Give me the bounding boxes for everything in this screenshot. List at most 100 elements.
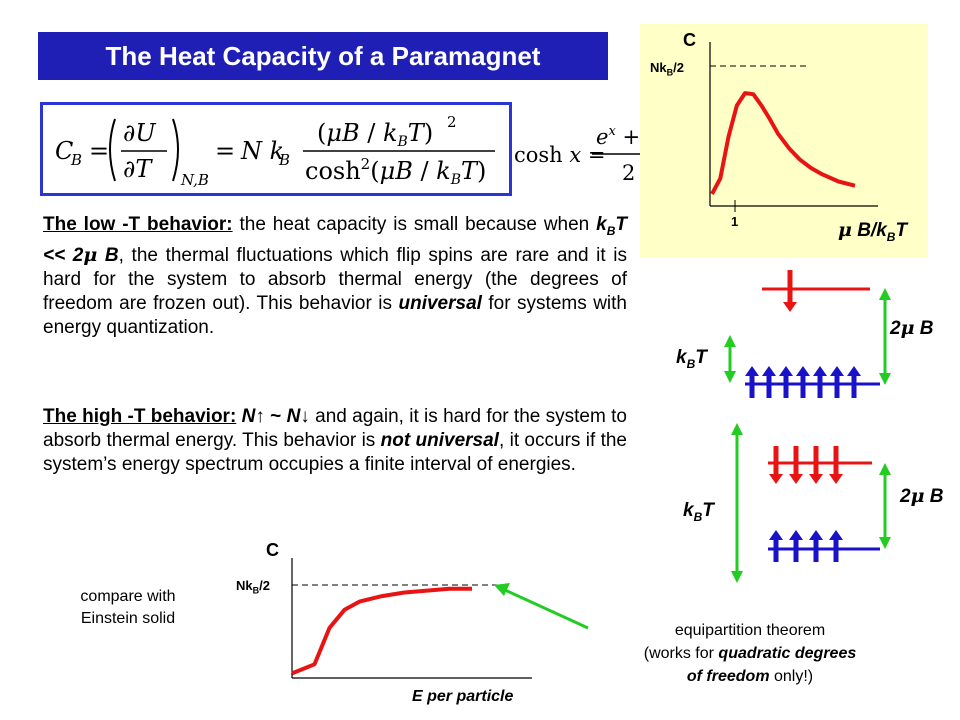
- high-t-emph: not universal: [380, 430, 499, 451]
- high-t-paragraph: The high -T behavior: N↑ ~ N↓ and again,…: [43, 405, 627, 477]
- gap-bottom-mu: μ: [910, 485, 925, 507]
- gap-arrow-top: [879, 288, 891, 385]
- compare-line-2: Einstein solid: [80, 610, 176, 627]
- top-chart-y-label: C: [683, 30, 696, 50]
- top-level-nk: Nk: [650, 60, 667, 75]
- spin-down-arrow: [789, 446, 803, 484]
- svg-text:N k: N k: [240, 137, 284, 165]
- spin-up-arrow: [830, 366, 844, 398]
- kbt-top-t: T: [695, 347, 707, 368]
- gap-top-b: B: [914, 318, 934, 339]
- gap-arrow-bottom: [879, 463, 891, 549]
- low-t-text-1: the heat capacity is small because when: [232, 214, 597, 235]
- bottom-chart-curve: [291, 586, 472, 676]
- top-chart-tick-label: 1: [731, 214, 739, 229]
- svg-text:(μB / kBT): (μB / kBT): [317, 119, 433, 150]
- bottom-level-sub: B: [252, 585, 260, 596]
- spin-up-arrow: [796, 366, 810, 398]
- top-x-mu: μ: [838, 219, 852, 241]
- spin-up-arrow: [769, 530, 783, 562]
- gap-label-bottom: 2μ B: [900, 485, 944, 508]
- spin-up-arrow: [809, 530, 823, 562]
- kbt-bottom-t: T: [702, 500, 714, 521]
- kbt-label-top: kBT: [676, 347, 707, 371]
- heat-capacity-formula: C B = ∂U ∂T N,B = N k B (μB / kBT) 2 cos…: [40, 102, 512, 196]
- low-t-paragraph: The low -T behavior: the heat capacity i…: [43, 213, 627, 340]
- spin-up-arrow: [779, 366, 793, 398]
- top-chart: [709, 42, 878, 212]
- gap-top-num: 2: [890, 318, 901, 339]
- bottom-level-nk: Nk: [236, 578, 253, 593]
- svg-text:cosh x =: cosh x =: [514, 143, 606, 167]
- svg-text:2: 2: [447, 113, 457, 131]
- energy-level-diagram: [724, 270, 891, 583]
- svg-text:N,B: N,B: [180, 171, 209, 189]
- equip-line-3a: of freedom: [686, 668, 770, 685]
- compare-note: compare with Einstein solid: [58, 586, 198, 630]
- spin-up-arrow: [847, 366, 861, 398]
- n-down: N↓: [286, 406, 310, 427]
- svg-text:2: 2: [622, 161, 635, 185]
- high-t-text-2: , it occurs if the system’s energy spect…: [43, 430, 627, 475]
- low-t-text-3: for systems with energy quantization.: [43, 292, 627, 338]
- kbt-label-bottom: kBT: [683, 500, 714, 524]
- spin-down-arrow: [829, 446, 843, 484]
- svg-text:cosh2(μB / kBT): cosh2(μB / kBT): [305, 155, 486, 188]
- top-chart-x-label: μ B/kBT: [838, 219, 907, 244]
- compare-line-1: compare with: [80, 588, 176, 605]
- low-t-mu: μ: [83, 243, 98, 266]
- gap-bottom-b: B: [924, 486, 944, 507]
- equipartition-pointer-arrow: [494, 583, 589, 630]
- svg-text:∂U: ∂U: [123, 119, 156, 147]
- spin-down-arrow: [769, 446, 783, 484]
- svg-text:=: =: [215, 137, 235, 165]
- low-t-kbt-tail: T << 2: [43, 214, 627, 266]
- equip-line-2a: (works for: [643, 645, 719, 662]
- low-t-k-sub: B: [606, 223, 616, 238]
- high-t-heading: The high -T behavior:: [43, 406, 237, 427]
- svg-text:∂T: ∂T: [123, 155, 153, 183]
- spin-up-arrow: [829, 530, 843, 562]
- low-t-emph: universal: [398, 292, 482, 314]
- spin-up-arrow: [813, 366, 827, 398]
- bottom-level-tail: /2: [259, 578, 270, 593]
- top-chart-level-label: NkB/2: [650, 60, 684, 78]
- kbt-arrow-top: [724, 335, 736, 383]
- low-t-b: B: [97, 244, 119, 266]
- low-t-k: k: [596, 214, 607, 235]
- top-level-tail: /2: [673, 60, 684, 75]
- equipartition-note: equipartition theorem (works for quadrat…: [600, 619, 900, 688]
- kbt-bottom-sub: B: [693, 509, 703, 524]
- low-t-heading: The low -T behavior:: [43, 214, 233, 235]
- gap-bottom-num: 2: [900, 486, 911, 507]
- kbt-bottom-k: k: [683, 500, 694, 521]
- top-x-sub: B: [886, 229, 896, 244]
- bottom-chart-y-label: C: [266, 540, 279, 560]
- gap-top-mu: μ: [900, 317, 915, 339]
- equip-line-3b: only!): [769, 668, 814, 685]
- high-t-text-1: and again, it is hard for the system to …: [43, 406, 627, 451]
- top-x-tail: B/k: [851, 220, 887, 241]
- svg-text:B: B: [70, 151, 82, 169]
- bottom-chart: [291, 558, 589, 679]
- kbt-arrow-bottom: [731, 423, 743, 583]
- bottom-chart-x-label: E per particle: [412, 688, 514, 705]
- svg-text:B: B: [278, 151, 290, 169]
- top-x-end: T: [895, 220, 908, 241]
- spin-up-arrow: [762, 366, 776, 398]
- spin-up-arrow: [789, 530, 803, 562]
- page-title: The Heat Capacity of a Paramagnet: [38, 32, 608, 80]
- spin-down-arrow: [809, 446, 823, 484]
- spin-up-arrow: [745, 366, 759, 398]
- svg-text:=: =: [89, 137, 109, 165]
- equip-line-1: equipartition theorem: [674, 622, 826, 639]
- n-up: N↑: [241, 406, 265, 427]
- top-level-sub: B: [666, 67, 674, 78]
- top-chart-curve: [710, 91, 856, 195]
- tilde: ~: [264, 406, 287, 427]
- low-t-text-2: , the thermal fluctuations which flip sp…: [43, 244, 628, 314]
- formula-render: C B = ∂U ∂T N,B = N k B (μB / kBT) 2 cos…: [55, 113, 495, 189]
- svg-text:C: C: [55, 137, 73, 165]
- kbt-top-k: k: [676, 347, 687, 368]
- gap-label-top: 2μ B: [890, 317, 934, 340]
